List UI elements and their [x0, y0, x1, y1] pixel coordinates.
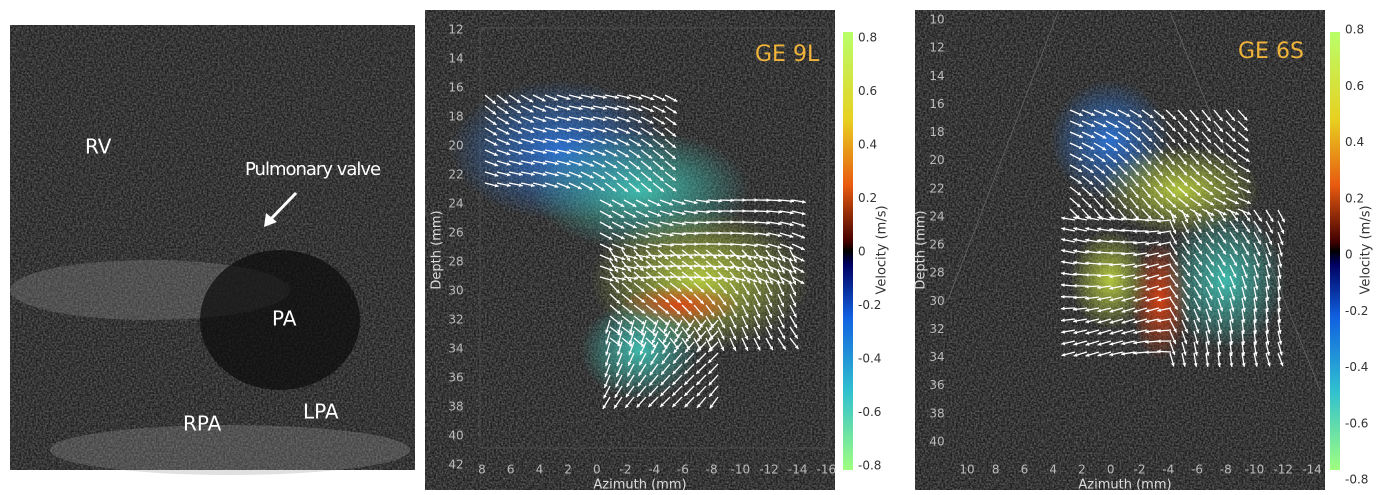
x-tick-label: 6 [507, 463, 515, 477]
y-tick-label: 10 [929, 13, 944, 27]
x-axis-title: Azimuth (mm) [593, 478, 686, 493]
x-tick-label: -10 [730, 463, 750, 477]
panel-6s: GE 6S Depth (mm) Azimuth (mm) Velocity (… [914, 10, 1374, 493]
x-axis-title: Azimuth (mm) [1078, 478, 1171, 493]
y-tick-label: 22 [929, 181, 944, 195]
y-axis-title: Depth (mm) [914, 210, 929, 289]
probe-label: GE 9L [755, 42, 820, 67]
colorbar-tick-label: -0.6 [858, 405, 881, 419]
panel-echo: RV Pulmonary valve PA RPA LPA [10, 25, 415, 475]
colorbar-tick-label: 0 [1345, 248, 1353, 262]
colorbar-tick-label: 0.6 [1345, 79, 1364, 93]
colorbar-tick-label: 0 [858, 245, 866, 259]
x-tick-label: -12 [759, 463, 779, 477]
x-tick-label: -6 [1191, 463, 1203, 477]
y-tick-label: 30 [929, 294, 944, 308]
colorbar-tick-label: -0.4 [858, 352, 881, 366]
y-tick-label: 28 [448, 255, 463, 269]
y-tick-label: 24 [448, 197, 463, 211]
x-tick-label: -4 [1162, 463, 1174, 477]
colorbar-tick-label: 0.4 [858, 138, 877, 152]
y-tick-label: 24 [929, 209, 944, 223]
colorbar [843, 32, 853, 470]
figure: RV Pulmonary valve PA RPA LPA GE 9L Dept… [0, 0, 1383, 495]
x-tick-label: 8 [478, 463, 486, 477]
x-tick-label: 2 [564, 463, 572, 477]
x-tick-label: 2 [1078, 463, 1086, 477]
y-tick-label: 16 [448, 81, 463, 95]
y-tick-label: 18 [929, 125, 944, 139]
x-tick-label: -8 [706, 463, 718, 477]
flow-color [1070, 230, 1150, 330]
y-tick-label: 20 [929, 153, 944, 167]
x-tick-label: -6 [677, 463, 689, 477]
y-tick-label: 34 [448, 342, 463, 356]
x-tick-label: 4 [1049, 463, 1057, 477]
tissue [50, 425, 410, 475]
y-tick-label: 14 [929, 69, 944, 83]
colorbar-tick-label: -0.8 [1345, 473, 1368, 487]
colorbar-tick-label: -0.2 [858, 298, 881, 312]
colorbar-tick-label: 0.4 [1345, 135, 1364, 149]
y-tick-label: 12 [448, 23, 463, 37]
colorbar-tick-label: -0.2 [1345, 304, 1368, 318]
colorbar-tick-label: 0.8 [858, 31, 877, 45]
colorbar-title: Velocity (m/s) [875, 205, 890, 294]
colorbar-tick-label: 0.2 [858, 191, 877, 205]
colorbar-tick-label: -0.8 [858, 459, 881, 473]
y-tick-label: 18 [448, 110, 463, 124]
probe-label: GE 6S [1238, 39, 1304, 64]
y-tick-label: 12 [929, 41, 944, 55]
y-tick-label: 20 [448, 139, 463, 153]
x-tick-label: 10 [959, 463, 974, 477]
y-tick-label: 16 [929, 97, 944, 111]
y-tick-label: 32 [448, 313, 463, 327]
colorbar-tick-label: 0.8 [1345, 23, 1364, 37]
x-tick-label: -16 [817, 463, 837, 477]
label: Pulmonary valve [245, 159, 381, 180]
colorbar [1330, 32, 1340, 470]
x-tick-label: -4 [648, 463, 660, 477]
x-tick-label: -10 [1245, 463, 1265, 477]
x-tick-label: -2 [620, 463, 632, 477]
label: RPA [183, 412, 222, 436]
x-tick-label: 8 [992, 463, 1000, 477]
y-axis-title: Depth (mm) [430, 210, 445, 289]
y-tick-label: 38 [448, 400, 463, 414]
colorbar-tick-label: 0.6 [858, 84, 877, 98]
x-tick-label: 0 [1107, 463, 1115, 477]
x-tick-label: -12 [1273, 463, 1293, 477]
y-tick-label: 34 [929, 350, 944, 364]
y-tick-label: 26 [929, 238, 944, 252]
y-tick-label: 14 [448, 52, 463, 66]
y-tick-label: 30 [448, 284, 463, 298]
y-tick-label: 42 [448, 458, 463, 472]
label: LPA [303, 400, 339, 424]
colorbar-tick-label: -0.6 [1345, 416, 1368, 430]
speckle [10, 25, 415, 470]
y-tick-label: 32 [929, 322, 944, 336]
x-tick-label: 6 [1021, 463, 1029, 477]
y-tick-label: 36 [448, 371, 463, 385]
colorbar-title: Velocity (m/s) [1359, 205, 1374, 294]
y-tick-label: 40 [929, 434, 944, 448]
colorbar-tick-label: 0.2 [1345, 191, 1364, 205]
x-tick-label: -8 [1220, 463, 1232, 477]
label: RV [85, 135, 112, 159]
y-tick-label: 38 [929, 406, 944, 420]
x-tick-label: 0 [593, 463, 601, 477]
panel-9l: GE 9L Depth (mm) Azimuth (mm) Velocity (… [425, 10, 890, 493]
colorbar-tick-label: -0.4 [1345, 360, 1368, 374]
x-tick-label: -2 [1134, 463, 1146, 477]
y-tick-label: 40 [448, 429, 463, 443]
y-tick-label: 22 [448, 168, 463, 182]
x-tick-label: 4 [536, 463, 544, 477]
y-tick-label: 28 [929, 266, 944, 280]
label: PA [272, 307, 297, 331]
y-tick-label: 26 [448, 226, 463, 240]
x-tick-label: -14 [788, 463, 808, 477]
x-tick-label: -14 [1302, 463, 1322, 477]
y-tick-label: 36 [929, 378, 944, 392]
